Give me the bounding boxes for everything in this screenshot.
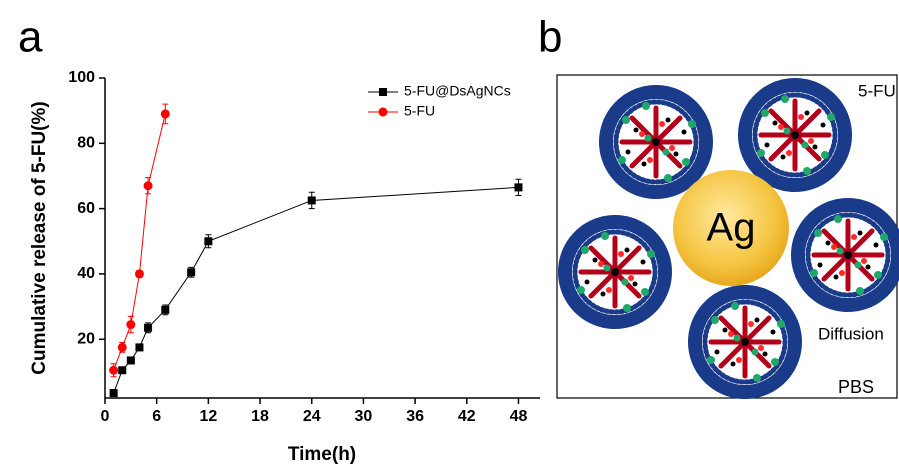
series-line: [113, 113, 166, 371]
x-tick-label: 0: [101, 408, 110, 425]
data-point: [514, 183, 523, 192]
legend-label: 5-FU@DsAgNCs: [404, 83, 511, 99]
core-label: Ag: [707, 206, 756, 250]
x-tick-label: 12: [199, 408, 217, 425]
data-point: [144, 323, 153, 332]
x-axis-label: Time(h): [288, 444, 356, 465]
data-point: [117, 342, 127, 352]
process-label: Diffusion: [818, 324, 884, 343]
data-point: [126, 320, 136, 330]
data-point: [109, 389, 118, 398]
data-point: [143, 181, 153, 191]
legend-marker: [378, 107, 388, 117]
data-point: [161, 305, 170, 314]
y-tick-label: 40: [77, 265, 95, 282]
diagram: Ag 5-FU Diffusion PBS: [556, 74, 898, 398]
y-tick-label: 20: [77, 330, 95, 347]
series-line: [113, 186, 519, 394]
drug-label: 5-FU: [858, 81, 896, 100]
x-tick-label: 48: [510, 408, 528, 425]
x-tick-label: 6: [152, 408, 161, 425]
x-tick-label: 42: [458, 408, 476, 425]
data-point: [204, 237, 213, 246]
data-point: [134, 269, 144, 279]
legend-marker: [379, 88, 387, 96]
data-point: [118, 366, 127, 375]
y-tick-label: 100: [68, 69, 95, 86]
data-point: [187, 268, 196, 277]
nanocluster: [606, 92, 706, 192]
x-tick-label: 36: [406, 408, 424, 425]
nanocluster: [745, 85, 845, 185]
x-tick-label: 24: [303, 408, 321, 425]
panel-label: b: [538, 13, 562, 62]
nanocluster: [798, 205, 898, 305]
x-tick-label: 18: [251, 408, 269, 425]
chart: Time(h) Cumulative release of 5-FU(%) 20…: [29, 69, 540, 465]
y-tick-label: 80: [77, 135, 95, 152]
data-point: [126, 356, 135, 365]
nanocluster: [565, 222, 665, 322]
legend-label: 5-FU: [404, 103, 435, 119]
data-point: [160, 109, 170, 119]
data-point: [109, 365, 119, 375]
nanocluster: [695, 292, 795, 392]
medium-label: PBS: [838, 377, 874, 397]
x-tick-label: 30: [355, 408, 373, 425]
data-point: [135, 343, 144, 352]
y-tick-label: 60: [77, 200, 95, 217]
y-axis-label: Cumulative release of 5-FU(%): [29, 101, 50, 374]
panel-label: a: [18, 13, 43, 62]
data-point: [307, 196, 316, 205]
silver-core: [673, 170, 789, 286]
